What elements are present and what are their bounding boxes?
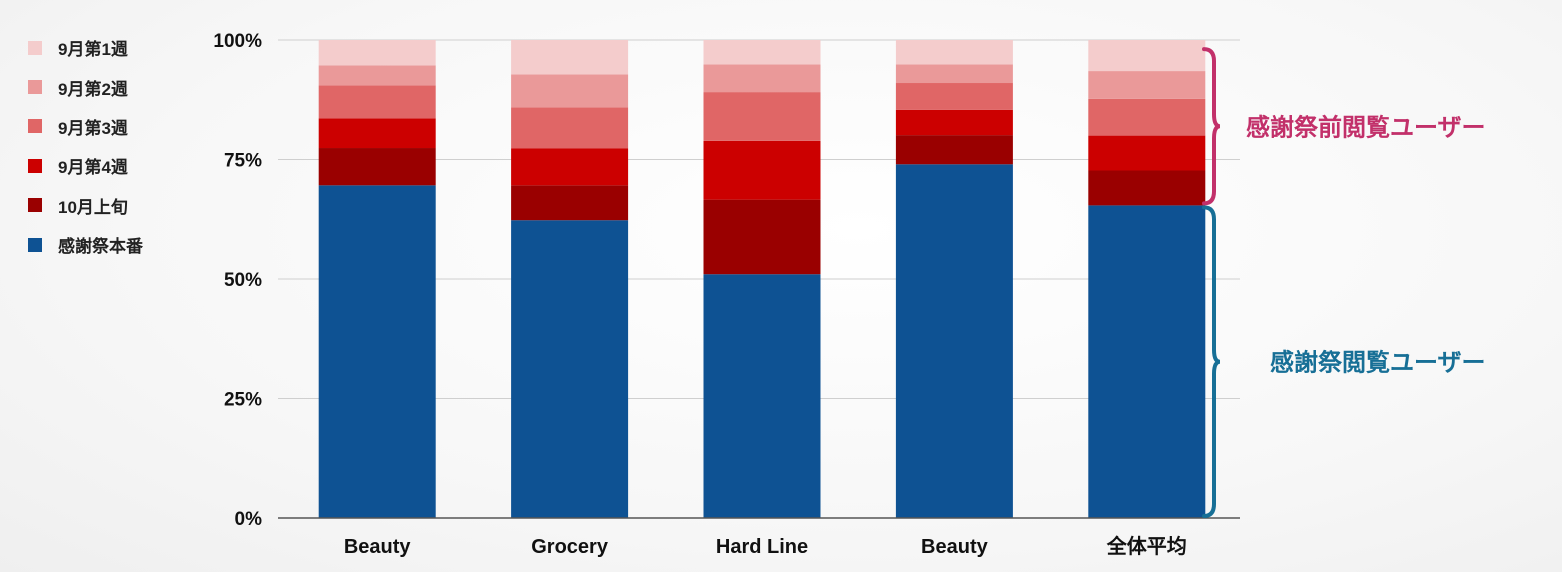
x-category-label: Hard Line [716, 536, 808, 558]
bar-segment [895, 164, 1013, 518]
legend-swatch [28, 158, 42, 173]
bar-segment [511, 220, 629, 518]
bar-segment [318, 40, 436, 66]
bar-segment [318, 65, 436, 86]
legend-swatch [28, 80, 42, 95]
y-tick-label: 25% [224, 390, 262, 411]
legend-item: 感謝祭本番 [28, 225, 143, 264]
y-tick-label: 0% [235, 509, 263, 530]
legend-item: 10月上旬 [28, 186, 143, 225]
legend-label: 9月第4週 [58, 158, 128, 178]
annotation-label: 感謝祭前閲覧ユーザー [1246, 113, 1486, 141]
y-tick-label: 75% [224, 151, 262, 172]
bar-segment [511, 107, 629, 149]
x-category-label: 全体平均 [1106, 534, 1187, 558]
x-category-label: Beauty [344, 536, 412, 558]
legend-label: 9月第1週 [58, 40, 128, 60]
axis-labels: 0% 25% 50% 75% 100% Beauty Grocery Hard Line Bea… [213, 31, 1186, 558]
y-tick-label: 50% [224, 270, 262, 291]
annotation-label: 感謝祭閲覧ユーザー [1270, 349, 1486, 377]
bar-segment [1088, 71, 1206, 99]
legend-swatch [28, 40, 42, 55]
bar-segment [895, 64, 1013, 84]
bar-segment [511, 40, 629, 75]
bar-segment [1088, 135, 1206, 171]
bar-segment [895, 109, 1013, 136]
bar-segment [511, 148, 629, 186]
legend-swatch [28, 237, 42, 252]
bar-segment [318, 185, 436, 518]
bar-stacks [318, 40, 1206, 518]
bar-segment [895, 135, 1013, 165]
legend-label: 9月第3週 [58, 118, 128, 138]
x-category-label: Beauty [921, 536, 989, 558]
legend-swatch [28, 119, 42, 134]
bracket [1202, 205, 1221, 518]
bar-segment [1088, 170, 1206, 206]
bar-segment [703, 40, 821, 65]
legend-label: 9月第2週 [58, 79, 128, 99]
legend-label: 10月上旬 [58, 197, 128, 217]
legend-item: 9月第3週 [28, 107, 143, 146]
bar-segment [895, 40, 1013, 65]
bar-segment [318, 118, 436, 149]
bar-segment [703, 140, 821, 200]
legend-item: 9月第2週 [28, 67, 143, 106]
bar-segment [1088, 98, 1206, 136]
legend-swatch [28, 198, 42, 213]
legend-item: 9月第1週 [28, 28, 143, 67]
legend-item: 9月第4週 [28, 146, 143, 185]
bar-segment [895, 83, 1013, 110]
bar-segment [1088, 40, 1206, 72]
bar-segment [511, 74, 629, 108]
bracket [1202, 47, 1221, 206]
bar-segment [1088, 205, 1206, 518]
bar-segment [703, 64, 821, 93]
bar-segment [318, 148, 436, 186]
bar-segment [703, 274, 821, 518]
bar-segment [318, 85, 436, 119]
bar-segment [511, 185, 629, 221]
bar-segment [703, 92, 821, 141]
x-category-label: Grocery [531, 536, 609, 558]
legend-label: 感謝祭本番 [58, 237, 143, 257]
chart-legend: 9月第1週 9月第2週 9月第3週 9月第4週 10月上旬感謝祭本番 [28, 28, 143, 264]
bar-segment [703, 199, 821, 275]
y-tick-label: 100% [213, 31, 262, 52]
